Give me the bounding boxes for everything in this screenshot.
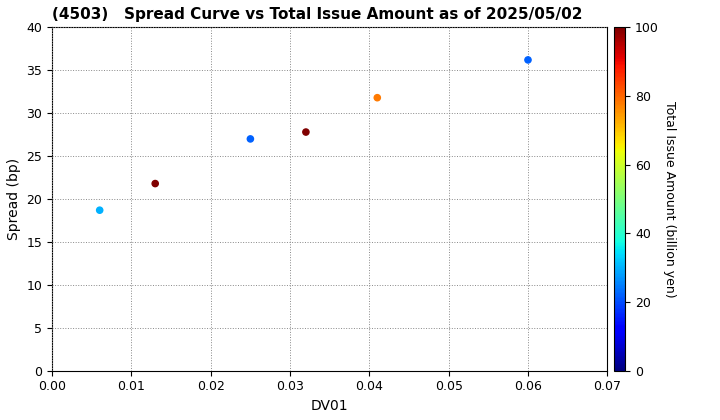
Point [245, 136, 256, 142]
Point [372, 94, 383, 101]
Point [522, 57, 534, 63]
Point [300, 129, 312, 135]
Text: (4503)   Spread Curve vs Total Issue Amount as of 2025/05/02: (4503) Spread Curve vs Total Issue Amoun… [52, 7, 582, 22]
Y-axis label: Total Issue Amount (billion yen): Total Issue Amount (billion yen) [662, 101, 675, 297]
Y-axis label: Spread (bp): Spread (bp) [7, 158, 21, 240]
Point [94, 207, 105, 213]
X-axis label: DV01: DV01 [311, 399, 348, 413]
Point [150, 180, 161, 187]
